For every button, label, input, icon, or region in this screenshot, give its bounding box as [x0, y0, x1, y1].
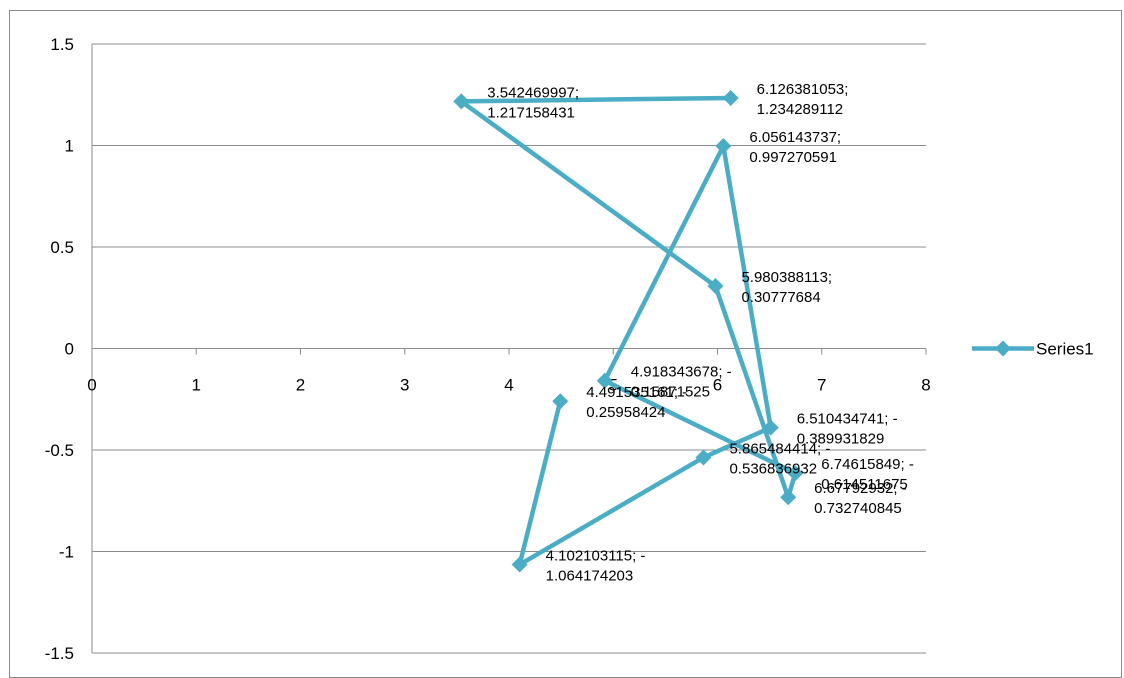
data-label-line: 4.918343678; -: [631, 364, 732, 381]
data-label-line: 0.732740845: [814, 500, 902, 517]
data-label-line: 6.67792932; -: [814, 480, 907, 497]
data-point-marker: [552, 393, 569, 410]
x-tick-label: 3: [400, 376, 409, 395]
data-label-line: 0.997270591: [749, 149, 837, 166]
data-point-marker: [715, 138, 732, 155]
data-point-marker: [453, 93, 470, 110]
data-point-marker: [780, 489, 797, 506]
legend[interactable]: Series1: [972, 340, 1094, 359]
y-tick-label: -1: [59, 543, 74, 562]
x-tick-label: 8: [921, 376, 930, 395]
data-label-line: 1.234289112: [757, 101, 843, 118]
data-label: 5.865484414; - 0.536836932: [729, 440, 830, 477]
data-label: 6.67792932; - 0.732740845: [814, 480, 907, 517]
data-label-line: 1.064174203: [546, 568, 634, 585]
data-label: 4.918343678; - 0.15871525: [631, 364, 732, 401]
x-tick-label: 2: [296, 376, 305, 395]
chart-area: [9, 10, 1122, 678]
data-label-line: 0.389931829: [797, 431, 885, 448]
series-line: [459, 95, 798, 567]
x-tick-label: 6: [713, 376, 722, 395]
data-point-marker: [596, 372, 613, 389]
data-point-marker: [511, 556, 528, 573]
data-label-line: 6.056143737;: [749, 129, 841, 146]
x-tick-label: 1: [192, 376, 201, 395]
data-label: 4.491535161; - 0.25958424: [586, 384, 687, 421]
y-tick-label: 1: [65, 137, 74, 156]
data-label: 5.980388113; 0.30777684: [741, 269, 832, 306]
data-label-line: 6.126381053;: [757, 81, 849, 98]
data-point-marker: [695, 449, 712, 466]
data-point-marker: [762, 419, 779, 436]
series-1: [453, 89, 804, 573]
data-label-line: 0.30777684: [741, 289, 820, 306]
gridlines: [92, 43, 926, 654]
data-point-marker: [787, 465, 804, 482]
data-label-line: 5.865484414; -: [729, 440, 830, 457]
data-label-line: 5.980388113;: [741, 269, 832, 286]
data-label-line: 0.25958424: [586, 404, 665, 421]
x-tick-label: 0: [87, 376, 96, 395]
data-point-marker: [707, 278, 724, 295]
data-label: 6.056143737; 0.997270591: [749, 129, 841, 166]
data-label-line: 4.102103115; -: [546, 548, 646, 565]
data-label-line: 6.74615849; -: [821, 456, 914, 473]
y-tick-label: 0: [65, 340, 74, 359]
legend-marker: [995, 340, 1011, 357]
data-label: 6.74615849; - 0.614511675: [821, 456, 914, 493]
data-label: 3.542469997; 1.217158431: [487, 84, 579, 121]
data-label-line: 0.614511675: [821, 476, 907, 493]
y-tick-label: 1.5: [50, 35, 74, 54]
y-tick-label: -0.5: [45, 441, 74, 460]
data-label-line: 0.536836932: [729, 460, 817, 477]
y-tick-label: -1.5: [45, 644, 74, 663]
x-tick-label: 7: [817, 376, 826, 395]
data-label-line: 0.15871525: [631, 384, 710, 401]
data-labels: 6.126381053; 1.234289112 3.542469997; 1.217…: [487, 81, 914, 585]
data-label-line: 4.491535161; -: [586, 384, 687, 401]
data-label-line: 1.217158431: [487, 104, 575, 121]
data-point-marker: [722, 89, 739, 106]
data-label: 4.102103115; - 1.064174203: [546, 548, 646, 585]
data-label: 6.510434741; - 0.389931829: [797, 411, 898, 448]
data-label-line: 6.510434741; -: [797, 411, 898, 428]
legend-label: Series1: [1036, 340, 1094, 359]
x-tick-label: 4: [504, 376, 513, 395]
data-label-line: 3.542469997;: [487, 84, 579, 101]
data-label: 6.126381053; 1.234289112: [757, 81, 849, 118]
y-tick-label: 0.5: [50, 238, 74, 257]
